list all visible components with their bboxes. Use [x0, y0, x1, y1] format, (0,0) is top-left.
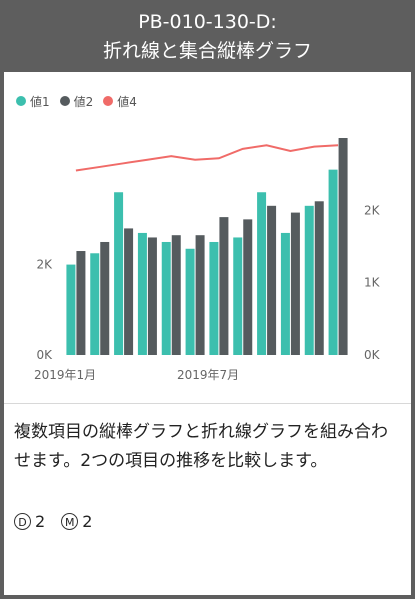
- bar-値2-11: [314, 201, 324, 355]
- bar-値1-12: [328, 169, 338, 355]
- legend-label-value1: 値1: [30, 94, 50, 109]
- legend-label-value2: 値2: [73, 94, 94, 109]
- bar-値1-10: [280, 232, 290, 355]
- bar-値1-6: [185, 248, 195, 355]
- measure-count-value: 2: [82, 512, 93, 531]
- card-header: PB-010-130-D: 折れ線と集合縦棒グラフ: [0, 0, 415, 72]
- card-id: PB-010-130-D:: [138, 11, 277, 33]
- legend-marker-value1: [16, 96, 26, 106]
- bar-値1-1: [66, 264, 76, 355]
- bar-値2-8: [243, 219, 253, 355]
- bar-値1-8: [233, 237, 243, 355]
- combo-chart: 0K 2K 0K 1K 2K 2019年1月 2019年7月: [34, 138, 381, 382]
- x-tick-label: 2019年1月: [34, 368, 96, 382]
- description-panel: 複数項目の縦棒グラフと折れ線グラフを組み合わせます。2つの項目の推移を比較します…: [4, 403, 411, 595]
- bar-値2-5: [171, 235, 181, 355]
- card-title: 折れ線と集合縦棒グラフ: [102, 40, 312, 62]
- left-tick-label: 0K: [36, 348, 53, 362]
- bar-値2-10: [290, 212, 300, 355]
- bar-値2-2: [100, 241, 110, 355]
- bar-値2-3: [124, 228, 134, 355]
- legend-label-value4: 値4: [117, 94, 137, 109]
- chart-legend: 値1 値2 値4: [16, 92, 147, 110]
- line-値4: [75, 144, 339, 172]
- left-tick-label: 2K: [36, 258, 53, 272]
- description-text: 複数項目の縦棒グラフと折れ線グラフを組み合わせます。2つの項目の推移を比較します…: [14, 422, 388, 471]
- bar-値2-12: [338, 138, 348, 355]
- legend-marker-value2: [59, 96, 70, 106]
- bar-値1-7: [209, 241, 219, 355]
- legend-item-value1: 値1: [16, 93, 50, 110]
- measure-icon: M: [61, 513, 79, 530]
- bar-値1-5: [161, 241, 171, 355]
- bar-値2-1: [76, 251, 86, 355]
- bar-値2-7: [219, 217, 229, 355]
- right-tick-label: 2K: [364, 203, 381, 217]
- dimension-count-value: 2: [35, 512, 46, 531]
- bar-値1-4: [137, 232, 147, 355]
- bar-値1-2: [90, 253, 100, 355]
- bar-値2-6: [195, 235, 205, 355]
- measure-count: M 2: [61, 512, 92, 531]
- legend-item-value2: 値2: [59, 93, 94, 110]
- legend-marker-value4: [103, 96, 114, 106]
- x-tick-label: 2019年7月: [177, 368, 239, 382]
- dimension-icon: D: [14, 513, 31, 530]
- bar-値2-9: [267, 205, 277, 355]
- dimension-count: D 2: [14, 512, 45, 531]
- bar-値2-4: [147, 237, 157, 355]
- bar-値1-9: [257, 192, 267, 355]
- bar-値1-3: [114, 192, 124, 355]
- right-tick-label: 0K: [364, 348, 381, 362]
- right-tick-label: 1K: [364, 276, 381, 290]
- bar-値1-11: [304, 205, 314, 355]
- meta-row: D 2 M 2: [14, 512, 108, 531]
- legend-item-value4: 値4: [103, 93, 137, 110]
